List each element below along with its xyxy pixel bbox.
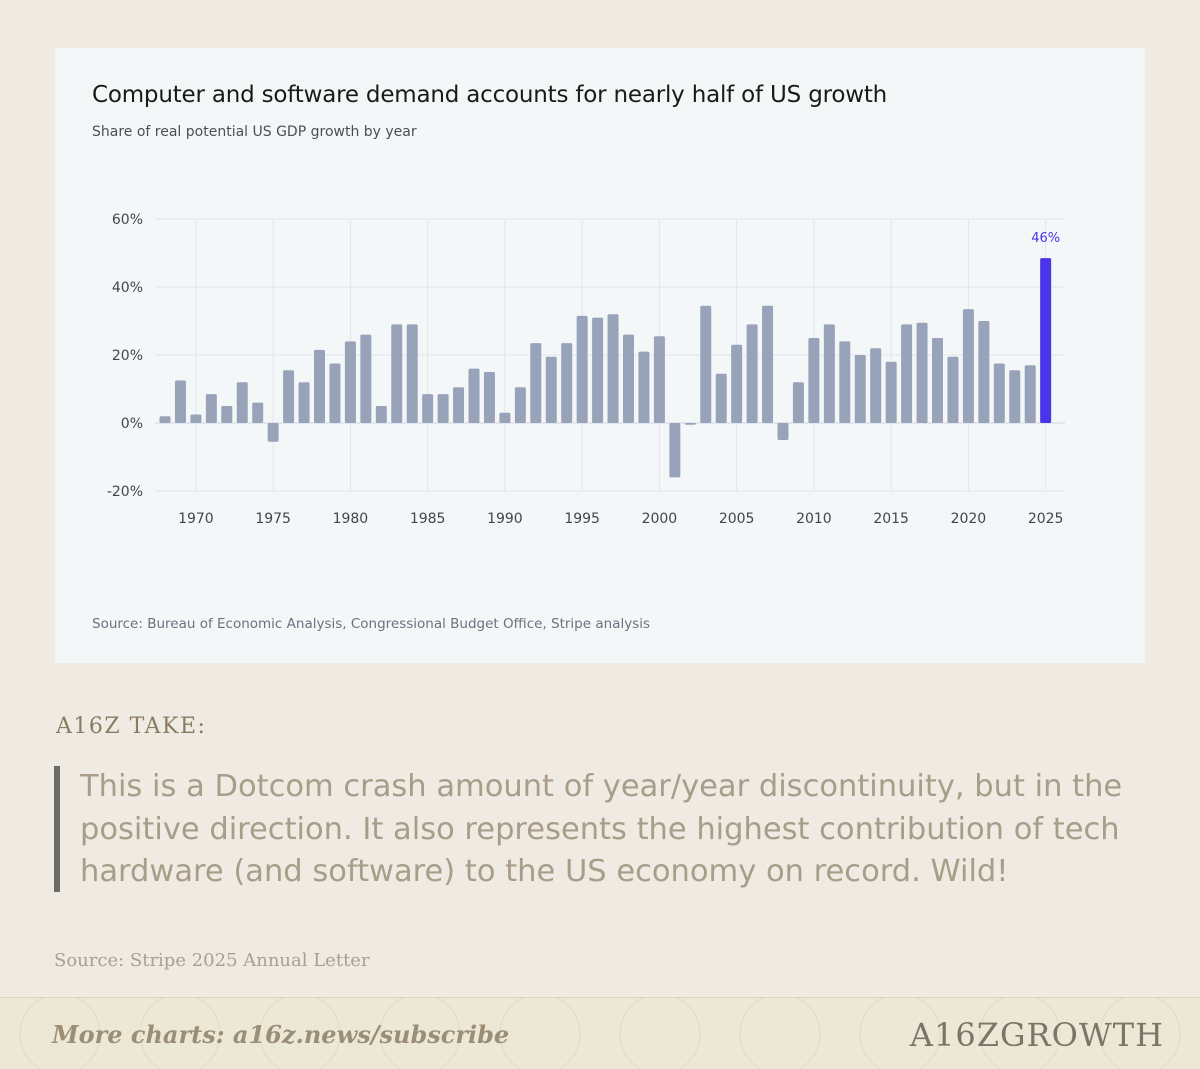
bar — [499, 412, 511, 423]
bar — [298, 382, 310, 423]
y-tick-label: 20% — [112, 348, 143, 364]
bar — [283, 370, 295, 423]
bar — [885, 361, 897, 423]
source-line: Source: Stripe 2025 Annual Letter — [54, 950, 370, 971]
bar — [978, 321, 990, 423]
bar — [453, 387, 465, 423]
x-tick-label: 1980 — [333, 511, 369, 527]
bar — [468, 368, 480, 423]
bar — [576, 315, 588, 423]
x-tick-label: 1990 — [487, 511, 523, 527]
bar — [174, 380, 186, 423]
x-tick-label: 1970 — [178, 511, 214, 527]
x-tick-label: 2010 — [796, 511, 832, 527]
y-tick-label: 60% — [112, 212, 143, 228]
x-tick-label: 2000 — [642, 511, 678, 527]
bar — [669, 423, 681, 478]
bar — [839, 341, 851, 423]
bar — [916, 322, 928, 423]
chart-title: Computer and software demand accounts fo… — [92, 82, 888, 108]
bar — [592, 317, 604, 423]
quote-bar — [54, 766, 60, 892]
bar — [746, 324, 758, 423]
bar — [483, 372, 495, 423]
bar — [267, 423, 279, 442]
bar — [252, 402, 264, 423]
chart-card: Computer and software demand accounts fo… — [55, 48, 1145, 663]
bar — [700, 305, 712, 423]
bar — [653, 336, 665, 423]
bar — [360, 334, 372, 423]
bar — [545, 356, 557, 423]
bar — [422, 394, 434, 423]
bar — [777, 423, 789, 440]
x-tick-label: 2005 — [719, 511, 755, 527]
bar — [792, 382, 804, 423]
bar — [870, 348, 882, 423]
x-tick-label: 1995 — [564, 511, 600, 527]
highlight-bar — [1040, 258, 1052, 423]
bar — [375, 406, 387, 423]
bar — [638, 351, 650, 423]
y-tick-label: -20% — [107, 484, 143, 500]
x-tick-label: 2015 — [873, 511, 909, 527]
a16z-growth-logo: A16ZGROWTH — [909, 1016, 1164, 1054]
y-tick-label: 40% — [112, 280, 143, 296]
bar — [159, 416, 171, 423]
bar — [607, 314, 619, 423]
x-tick-label: 2025 — [1028, 511, 1064, 527]
take-heading: A16Z TAKE: — [56, 714, 207, 739]
bar — [406, 324, 418, 423]
y-tick-label: 0% — [121, 416, 143, 432]
x-tick-label: 1985 — [410, 511, 446, 527]
bar — [190, 414, 202, 423]
bar — [514, 387, 526, 423]
bar — [236, 382, 248, 423]
take-text: This is a Dotcom crash amount of year/ye… — [80, 769, 1123, 889]
bar — [808, 338, 820, 423]
bar — [329, 363, 341, 423]
bar — [901, 324, 913, 423]
footer: More charts: a16z.news/subscribe A16ZGRO… — [0, 997, 1200, 1069]
highlight-data-label: 46% — [1031, 231, 1060, 246]
bar — [932, 338, 943, 423]
bar — [854, 355, 866, 423]
x-tick-label: 1975 — [255, 511, 291, 527]
bar — [205, 394, 217, 423]
bar — [731, 344, 743, 423]
bar — [221, 406, 233, 423]
bar — [1009, 370, 1021, 423]
bar — [391, 324, 403, 423]
chart-source: Source: Bureau of Economic Analysis, Con… — [92, 616, 650, 632]
subscribe-link[interactable]: More charts: a16z.news/subscribe — [52, 1020, 510, 1049]
bar — [715, 373, 727, 423]
bar — [314, 349, 325, 423]
bar — [530, 343, 542, 423]
x-tick-label: 2020 — [951, 511, 987, 527]
bar — [962, 309, 974, 423]
footer-pattern-icon — [19, 998, 1181, 1069]
bar — [823, 324, 835, 423]
bar-chart: 60% 40% 20% 0% -20% 1970 1975 1980 1985 1990 1995 2… — [107, 212, 1065, 527]
bar — [762, 305, 774, 423]
bar — [993, 363, 1005, 423]
bar — [947, 356, 959, 423]
bar — [684, 423, 696, 425]
bar — [1024, 365, 1036, 423]
bar — [437, 394, 449, 423]
bar — [344, 341, 356, 423]
chart-subtitle: Share of real potential US GDP growth by… — [92, 124, 417, 140]
bar — [561, 343, 573, 423]
bar — [623, 334, 634, 423]
